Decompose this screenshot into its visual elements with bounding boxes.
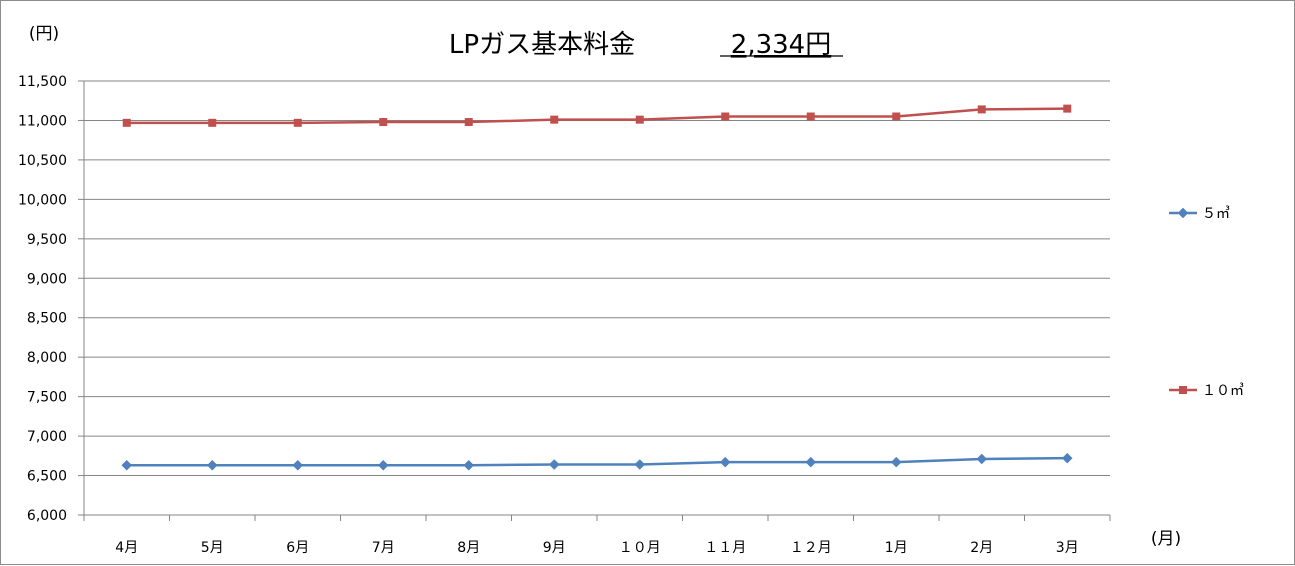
y-tick-label: 6,000 bbox=[27, 508, 67, 524]
x-tick-label: 2月 bbox=[970, 540, 993, 556]
series-0 bbox=[121, 452, 1073, 471]
y-axis-tick-labels: 6,000 6,500 7,000 7,500 8,000 8,500 9,000 9,500… bbox=[18, 74, 67, 524]
x-tick-label: 5月 bbox=[201, 540, 224, 556]
chart-title-value: 2,334円 bbox=[731, 30, 831, 60]
data-point bbox=[292, 459, 304, 471]
legend-marker bbox=[1179, 386, 1187, 394]
y-tick-label: 7,000 bbox=[27, 429, 67, 445]
y-tick-label: 7,500 bbox=[27, 390, 67, 406]
y-tick-label: 9,000 bbox=[27, 271, 67, 287]
series-layer bbox=[121, 104, 1073, 471]
grid-layer bbox=[78, 80, 1111, 521]
data-point bbox=[464, 118, 473, 127]
y-tick-label: 9,500 bbox=[27, 232, 67, 248]
data-point bbox=[379, 118, 388, 127]
y-tick-label: 11,000 bbox=[18, 113, 67, 129]
data-point bbox=[463, 459, 475, 471]
data-point bbox=[635, 115, 644, 124]
data-point bbox=[890, 456, 902, 468]
legend-label: ５㎥ bbox=[1202, 206, 1230, 222]
data-point bbox=[122, 118, 131, 127]
x-tick-label: １２月 bbox=[790, 540, 832, 556]
legend-item-0: ５㎥ bbox=[1169, 206, 1230, 222]
data-point bbox=[976, 453, 988, 465]
data-point bbox=[293, 118, 302, 127]
x-tick-label: 9月 bbox=[543, 540, 566, 556]
x-axis-unit-label: (月) bbox=[1151, 529, 1181, 549]
data-point bbox=[805, 456, 817, 468]
y-tick-label: 8,000 bbox=[27, 350, 67, 366]
y-tick-label: 8,500 bbox=[27, 311, 67, 327]
x-tick-label: 1月 bbox=[885, 540, 908, 556]
x-tick-label: 8月 bbox=[457, 540, 480, 556]
data-point bbox=[1063, 104, 1072, 113]
data-point bbox=[721, 112, 730, 121]
data-point bbox=[121, 459, 133, 471]
legend: ５㎥ １０㎥ bbox=[1169, 206, 1244, 399]
data-point bbox=[1061, 452, 1073, 464]
data-point bbox=[550, 115, 559, 124]
x-tick-label: １０月 bbox=[619, 540, 661, 556]
data-point bbox=[806, 112, 815, 121]
series-1 bbox=[122, 104, 1072, 127]
y-tick-label: 10,000 bbox=[18, 192, 67, 208]
data-point bbox=[206, 459, 218, 471]
x-tick-label: 4月 bbox=[115, 540, 138, 556]
legend-label: １０㎥ bbox=[1202, 383, 1244, 399]
y-axis-unit-label: (円) bbox=[29, 24, 59, 44]
y-tick-label: 6,500 bbox=[27, 469, 67, 485]
data-point bbox=[548, 459, 560, 470]
series-line bbox=[126, 107, 1068, 125]
x-tick-label: 7月 bbox=[372, 540, 395, 556]
data-point bbox=[634, 459, 646, 470]
data-point bbox=[377, 459, 389, 471]
legend-item-1: １０㎥ bbox=[1169, 383, 1244, 399]
x-tick-label: 6月 bbox=[286, 540, 309, 556]
x-tick-label: 3月 bbox=[1056, 540, 1079, 556]
x-axis-tick-labels: 4月 5月 6月 7月 8月 9月 １０月 １１月 １２月 1月 2月 3月 bbox=[115, 540, 1078, 556]
data-point bbox=[977, 105, 986, 114]
data-point bbox=[719, 456, 731, 468]
x-tick-label: １１月 bbox=[704, 540, 746, 556]
legend-marker bbox=[1177, 207, 1189, 219]
y-tick-label: 10,500 bbox=[18, 153, 67, 169]
data-point bbox=[892, 112, 901, 121]
data-point bbox=[208, 118, 217, 127]
series-line bbox=[126, 456, 1068, 467]
chart-title: LPガス基本料金 bbox=[449, 30, 635, 60]
y-tick-label: 11,500 bbox=[18, 74, 67, 90]
